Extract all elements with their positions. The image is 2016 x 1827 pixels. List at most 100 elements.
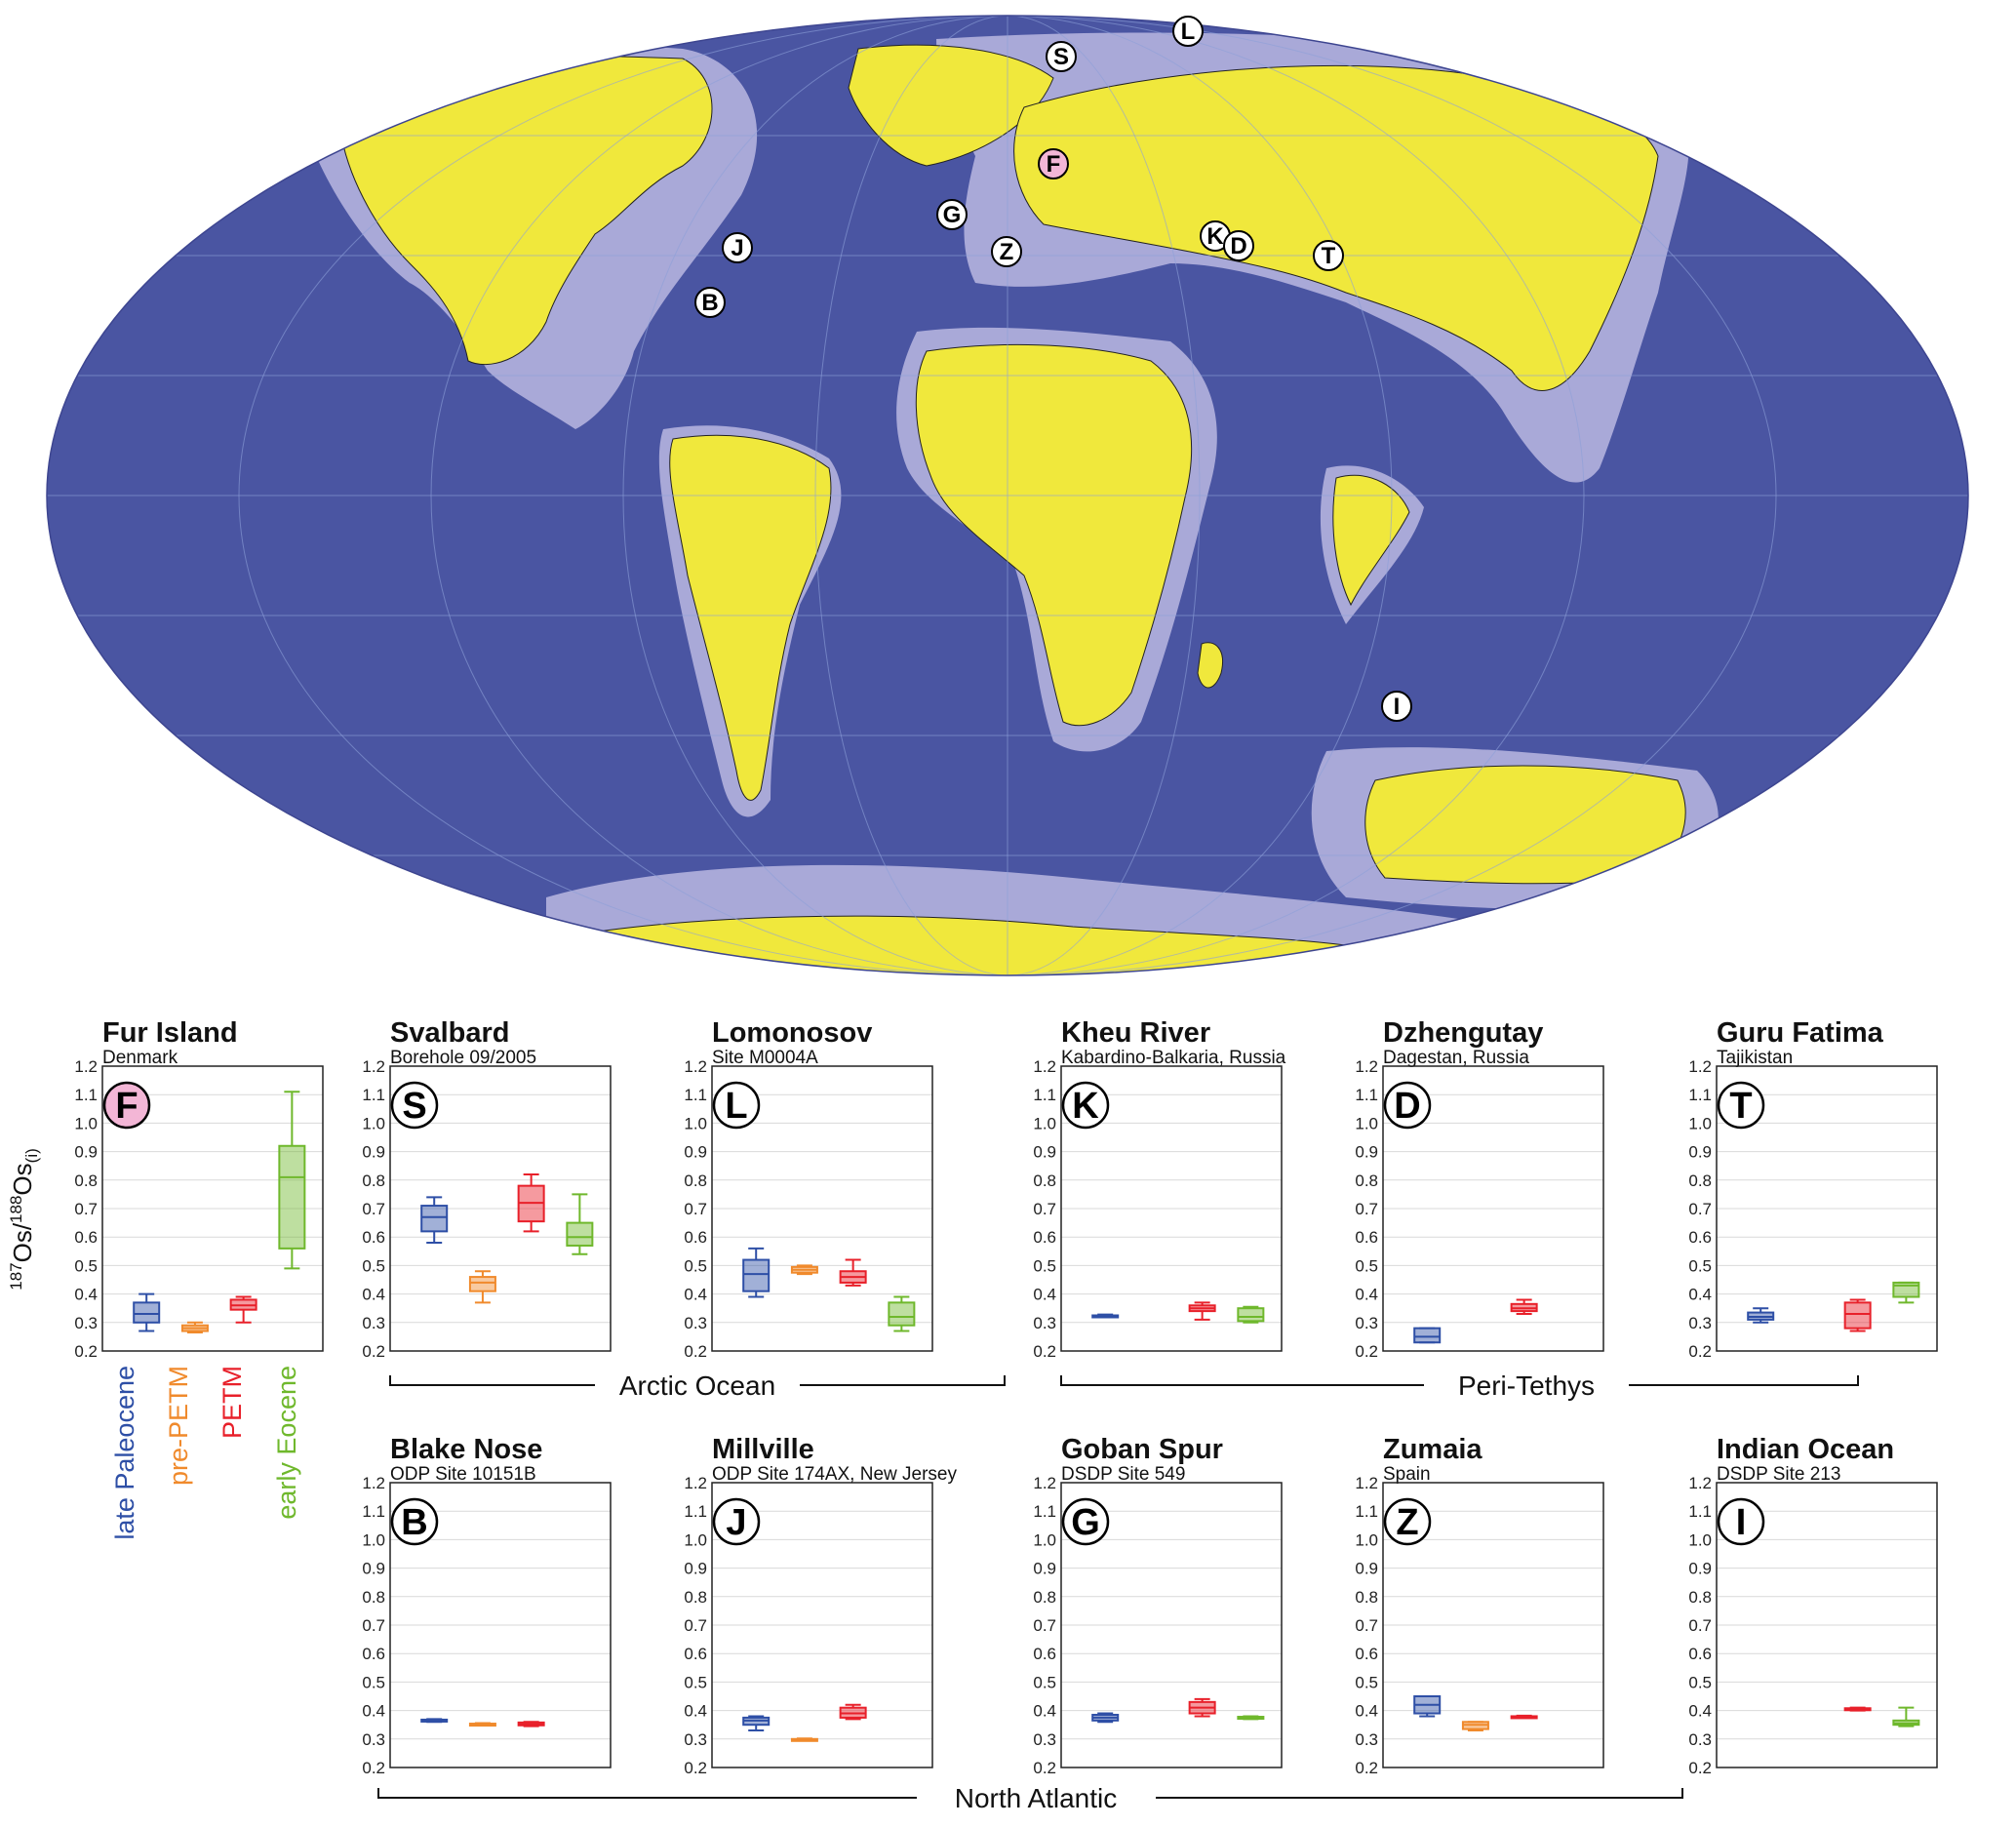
graticule-meridian [814,16,1201,975]
panel-badge [1383,1081,1432,1130]
y-tick-label: 0.3 [362,1314,385,1332]
y-tick-label: 0.2 [684,1759,707,1777]
box-early-eocene [888,1295,916,1332]
map-marker-z: Z [991,236,1022,267]
box-petm [229,1295,257,1324]
box-petm [1510,1298,1538,1316]
graticule-meridian [238,16,1777,975]
y-tick-label: 1.0 [74,1114,98,1132]
y-tick-label: 0.5 [684,1256,707,1275]
panel-badge [1383,1497,1432,1546]
box-body [566,1221,594,1247]
y-tick-label: 0.7 [1355,1616,1378,1635]
y-tick-label: 1.0 [1355,1114,1378,1132]
panel-badge [390,1081,439,1130]
map-marker-circle [1046,41,1077,72]
land-greenland-north-america [340,55,713,366]
y-label-tail: Os [8,1163,37,1195]
y-tick-label: 1.0 [362,1530,385,1549]
group-label-tethys: Peri-Tethys [1458,1370,1595,1401]
y-tick-label: 1.0 [1688,1530,1712,1549]
y-tick-label: 0.2 [1033,1759,1056,1777]
box-early-eocene [1237,1305,1265,1324]
y-tick-label: 0.8 [362,1172,385,1190]
y-tick-label: 0.3 [74,1314,98,1332]
y-tick-label: 1.0 [362,1114,385,1132]
y-tick-label: 0.6 [1033,1645,1056,1663]
box-body [278,1144,306,1250]
panel-badge-letter: G [1071,1502,1100,1543]
box-body [742,1258,771,1292]
y-tick-label: 0.7 [1033,1200,1056,1218]
panel-badge-letter: L [725,1086,747,1127]
box-early-eocene [566,1193,594,1255]
y-tick-label: 0.9 [684,1143,707,1162]
y-tick-label: 0.9 [362,1560,385,1578]
panel-badge-letter: F [115,1086,138,1127]
y-tick-label: 0.3 [1688,1730,1712,1749]
y-tick-label: 0.7 [1033,1616,1056,1635]
panel-badge [102,1081,151,1130]
map-marker-circle [722,232,753,263]
y-tick-label: 0.7 [1688,1200,1712,1218]
panel-badge-letter: K [1072,1086,1099,1127]
box-body [1843,1301,1872,1330]
graticule-meridian [430,16,1585,975]
land-eurasia [1013,64,1659,391]
map-marker-s: S [1046,41,1077,72]
land-india [1332,474,1410,607]
box-late-paleocene [1091,1313,1120,1319]
graticule-meridian [622,16,1393,975]
y-tick-label: 1.2 [1033,1474,1056,1492]
map-marker-j: J [722,232,753,263]
y-tick-label: 0.9 [1688,1143,1712,1162]
y-tick-label: 0.6 [684,1645,707,1663]
y-tick-label: 0.3 [1355,1730,1378,1749]
panel-badge-letter: D [1394,1086,1420,1127]
y-tick-label: 0.9 [684,1560,707,1578]
panel-title: Lomonosov [712,1017,872,1049]
y-tick-label: 0.4 [1355,1702,1378,1721]
box-petm [1188,1301,1216,1321]
panel-subtitle: DSDP Site 549 [1061,1464,1185,1485]
y-tick-label: 0.7 [362,1200,385,1218]
y-tick-label: 0.7 [1355,1200,1378,1218]
panel-frame [389,1065,612,1352]
svg-text:187Os/188Os(i): 187Os/188Os(i) [7,1148,41,1291]
panel-subtitle: ODP Site 174AX, New Jersey [712,1464,957,1485]
map-marker-i: I [1381,691,1412,722]
y-tick-label: 0.9 [1355,1560,1378,1578]
map-marker-circle [991,236,1022,267]
box-late-paleocene [420,1718,449,1724]
y-tick-label: 0.5 [362,1256,385,1275]
box-body [468,1276,496,1292]
land-africa [915,343,1193,727]
panel-badge [1061,1081,1110,1130]
y-tick-label: 0.4 [684,1286,707,1304]
panel-title: Millville [712,1434,814,1465]
panel-badge [712,1497,761,1546]
y-tick-label: 1.2 [74,1057,98,1076]
box-early-eocene [278,1091,306,1270]
y-tick-label: 0.9 [1355,1143,1378,1162]
y-tick-label: 1.2 [1688,1057,1712,1076]
panel-subtitle: Site M0004A [712,1048,818,1068]
box-petm [1188,1697,1216,1718]
y-tick-label: 0.2 [1688,1342,1712,1361]
y-tick-label: 1.2 [684,1474,707,1492]
box-petm [1510,1714,1538,1720]
y-tick-label: 0.5 [1033,1256,1056,1275]
y-tick-label: 0.4 [1688,1286,1712,1304]
y-tick-label: 0.4 [1688,1702,1712,1721]
y-label-sub: (i) [22,1148,41,1163]
map-marker-l: L [1172,16,1204,47]
legend-late-paleocene: late Paleocene [110,1366,139,1540]
box-body [420,1205,449,1233]
box-late-paleocene [742,1247,771,1298]
y-tick-label: 0.6 [1355,1228,1378,1247]
panel-subtitle: Borehole 09/2005 [390,1048,536,1068]
